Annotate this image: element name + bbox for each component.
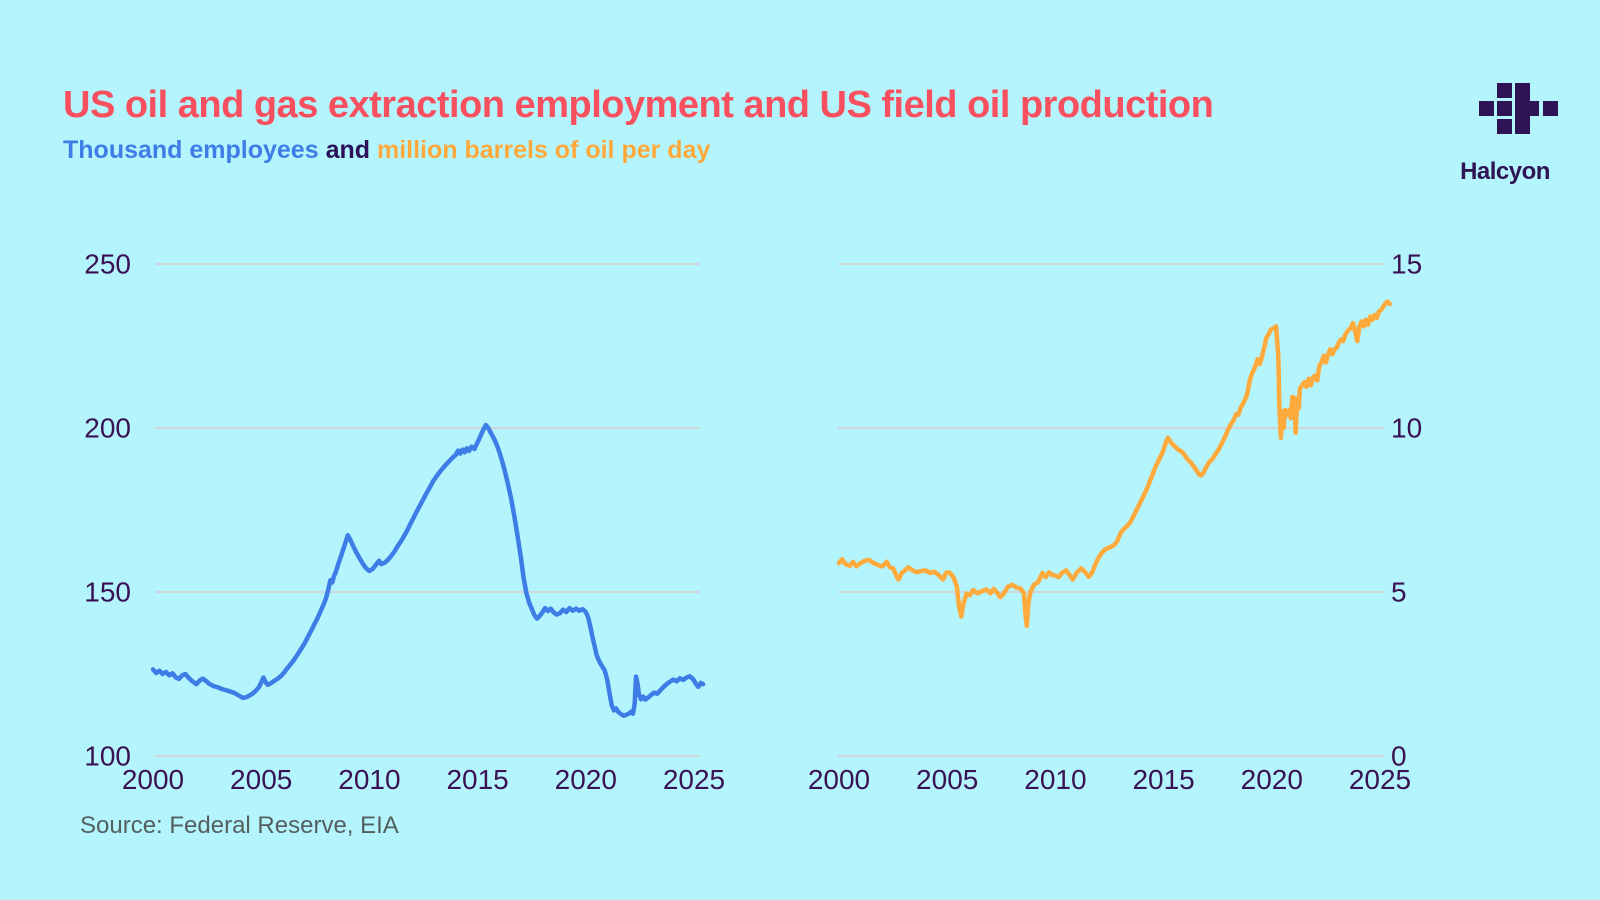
x-tick-label: 2010 xyxy=(1024,764,1086,795)
y-tick-label: 100 xyxy=(84,741,131,772)
production-line xyxy=(836,299,1392,629)
chart-subtitle: Thousand employees and million barrels o… xyxy=(63,136,1213,165)
x-tick-label: 2010 xyxy=(338,764,400,795)
employment-line xyxy=(150,422,706,718)
x-tick-label: 2020 xyxy=(1241,764,1303,795)
y-tick-label: 10 xyxy=(1391,413,1422,444)
y-tick-label: 15 xyxy=(1391,249,1422,280)
x-tick-label: 2015 xyxy=(1132,764,1194,795)
x-tick-label: 2020 xyxy=(555,764,617,795)
subtitle-production-label: million barrels of oil per day xyxy=(376,136,711,164)
source-note: Source: Federal Reserve, EIA xyxy=(80,812,399,839)
halcyon-logo-text: Halcyon xyxy=(1460,158,1550,185)
halcyon-brand: Halcyon xyxy=(1430,75,1580,186)
y-tick-label: 250 xyxy=(84,249,131,280)
x-tick-label: 2025 xyxy=(1349,764,1411,795)
halcyon-logo-icon xyxy=(1479,83,1558,134)
y-tick-label: 200 xyxy=(84,413,131,444)
page-title: US oil and gas extraction employment and… xyxy=(63,84,1214,126)
x-tick-label: 2005 xyxy=(916,764,978,795)
subtitle-employees-label: Thousand employees xyxy=(63,136,319,164)
y-tick-label: 0 xyxy=(1391,741,1407,772)
y-tick-label: 5 xyxy=(1391,577,1407,608)
y-tick-label: 150 xyxy=(84,577,131,608)
x-tick-label: 2000 xyxy=(122,764,184,795)
chart-header: US oil and gas extraction employment and… xyxy=(63,84,1214,165)
x-tick-label: 2015 xyxy=(446,764,508,795)
x-tick-label: 2005 xyxy=(230,764,292,795)
x-tick-label: 2000 xyxy=(808,764,870,795)
x-tick-label: 2025 xyxy=(663,764,725,795)
subtitle-connector: and xyxy=(318,136,377,164)
